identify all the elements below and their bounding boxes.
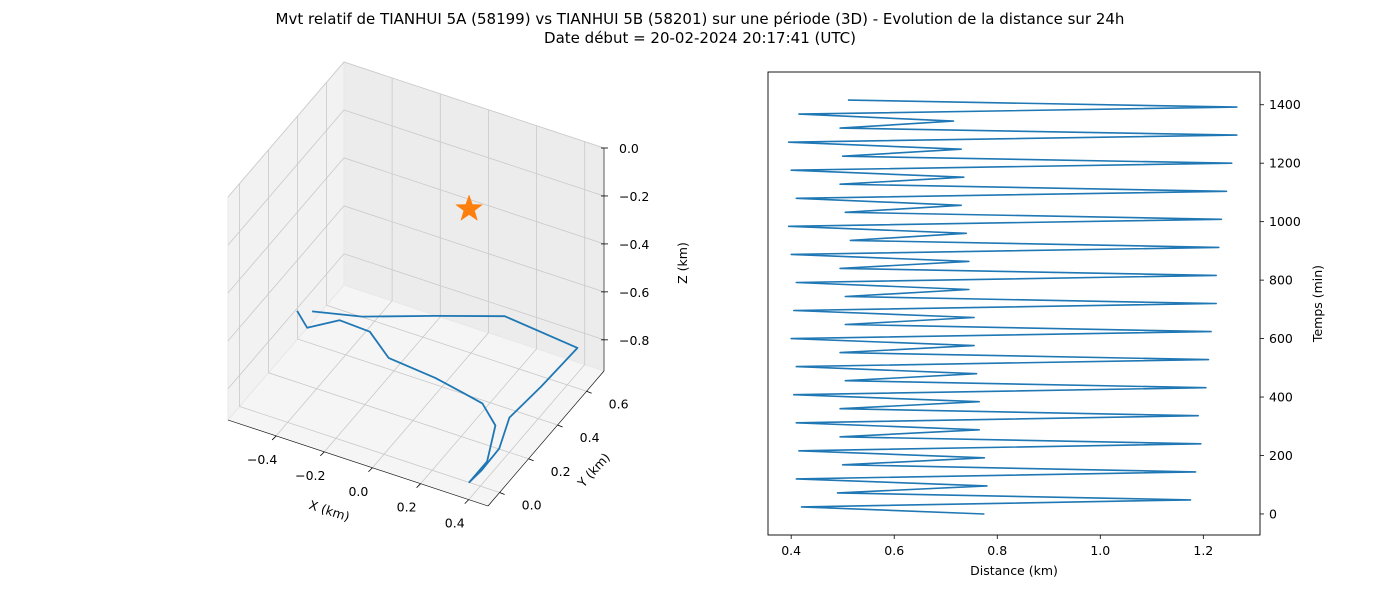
y-tick-label-2d: 800 <box>1269 273 1293 288</box>
grid-line-z <box>227 205 605 342</box>
plot-frame <box>767 71 1261 536</box>
x-tick-3d <box>368 467 373 473</box>
trajectory-line <box>296 310 579 484</box>
3d-data <box>296 194 579 484</box>
y-tick-3d <box>586 390 592 394</box>
grid-line-x <box>323 93 441 453</box>
plot-3d-trajectory: −0.4 −0.2 0.0 0.2 0.4 0.0 0.2 0.4 0.6 0.0 −0.2 −0.4… <box>227 60 690 531</box>
y-tick-3d <box>557 424 563 428</box>
y-tick-label-2d: 1400 <box>1269 97 1301 112</box>
figure-subtitle: Date début = 20-02-2024 20:17:41 (UTC) <box>544 29 856 47</box>
grid-line-z <box>227 253 605 390</box>
3d-gridlines <box>227 61 605 500</box>
grid-line-x <box>275 77 393 437</box>
2d-ticks: 0.4 0.6 0.8 1.0 1.2 0 200 400 600 800 1000 1200 1400 <box>781 97 1301 558</box>
x-tick-label-2d: 0.6 <box>884 543 904 558</box>
3d-ticks: −0.4 −0.2 0.0 0.2 0.4 0.0 0.2 0.4 0.6 0.0 −0.2 −0.4… <box>227 141 649 531</box>
x-tick-label-2d: 1.2 <box>1193 543 1213 558</box>
z-tick-label-3d: −0.2 <box>619 189 649 204</box>
x-tick-3d <box>271 435 277 441</box>
y-axis-label-3d: Y (km) <box>574 450 613 491</box>
2d-data <box>787 99 1238 515</box>
x-axis-label-3d: X (km) <box>307 497 351 524</box>
grid-line-y <box>268 149 529 460</box>
plot-distance-vs-time: 0.4 0.6 0.8 1.0 1.2 0 200 400 600 800 1000 1200 1400… <box>767 71 1325 578</box>
grid-line-z <box>227 61 605 198</box>
y-axis-label-2d: Temps (min) <box>1310 265 1325 343</box>
y-tick-label-2d: 1000 <box>1269 214 1301 229</box>
figure-title: Mvt relatif de TIANHUI 5A (58199) vs TIA… <box>275 10 1125 28</box>
x-tick-label-2d: 1.0 <box>1090 543 1110 558</box>
x-tick-label-3d: 0.4 <box>445 516 465 531</box>
grid-line-y <box>239 183 500 493</box>
grid-line-x <box>468 141 586 500</box>
z-tick-label-3d: −0.8 <box>619 333 649 348</box>
x-tick-label-3d: −0.2 <box>295 468 325 483</box>
y-axis-line-3d <box>487 370 605 507</box>
y-tick-label-2d: 0 <box>1269 506 1277 521</box>
x-tick-label-3d: 0.0 <box>348 484 368 499</box>
z-tick-label-3d: −0.6 <box>619 285 649 300</box>
grid-line-z <box>227 109 605 246</box>
y-tick-label-3d: 0.2 <box>551 464 571 479</box>
y-tick-label-3d: 0.6 <box>609 396 629 411</box>
z-tick-label-3d: 0.0 <box>619 141 639 156</box>
x-tick-label-3d: −0.4 <box>247 452 277 467</box>
distance-line <box>787 99 1238 515</box>
x-tick-3d <box>464 499 470 504</box>
y-tick-label-2d: 400 <box>1269 390 1293 405</box>
x-axis-line-3d <box>227 419 489 507</box>
grid-line-x <box>372 109 489 469</box>
y-tick-label-2d: 1200 <box>1269 156 1301 171</box>
star-marker <box>455 194 484 221</box>
y-tick-3d <box>499 492 505 495</box>
x-tick-3d <box>320 451 325 457</box>
x-tick-3d <box>416 483 421 488</box>
x-axis-label-2d: Distance (km) <box>970 563 1058 578</box>
x-tick-label-2d: 0.8 <box>987 543 1007 558</box>
z-tick-label-3d: −0.4 <box>619 237 649 252</box>
z-axis-label-3d: Z (km) <box>675 242 690 284</box>
grid-line-z <box>227 157 605 294</box>
grid-line-y <box>326 82 587 392</box>
y-tick-label-2d: 600 <box>1269 331 1293 346</box>
x-tick-label-2d: 0.4 <box>781 543 801 558</box>
y-tick-label-3d: 0.0 <box>522 498 542 513</box>
grid-line-x <box>420 125 537 484</box>
y-tick-label-3d: 0.4 <box>580 430 600 445</box>
y-tick-label-2d: 200 <box>1269 448 1293 463</box>
x-tick-label-3d: 0.2 <box>397 500 417 515</box>
y-tick-3d <box>528 458 534 462</box>
3d-panes <box>227 60 605 507</box>
